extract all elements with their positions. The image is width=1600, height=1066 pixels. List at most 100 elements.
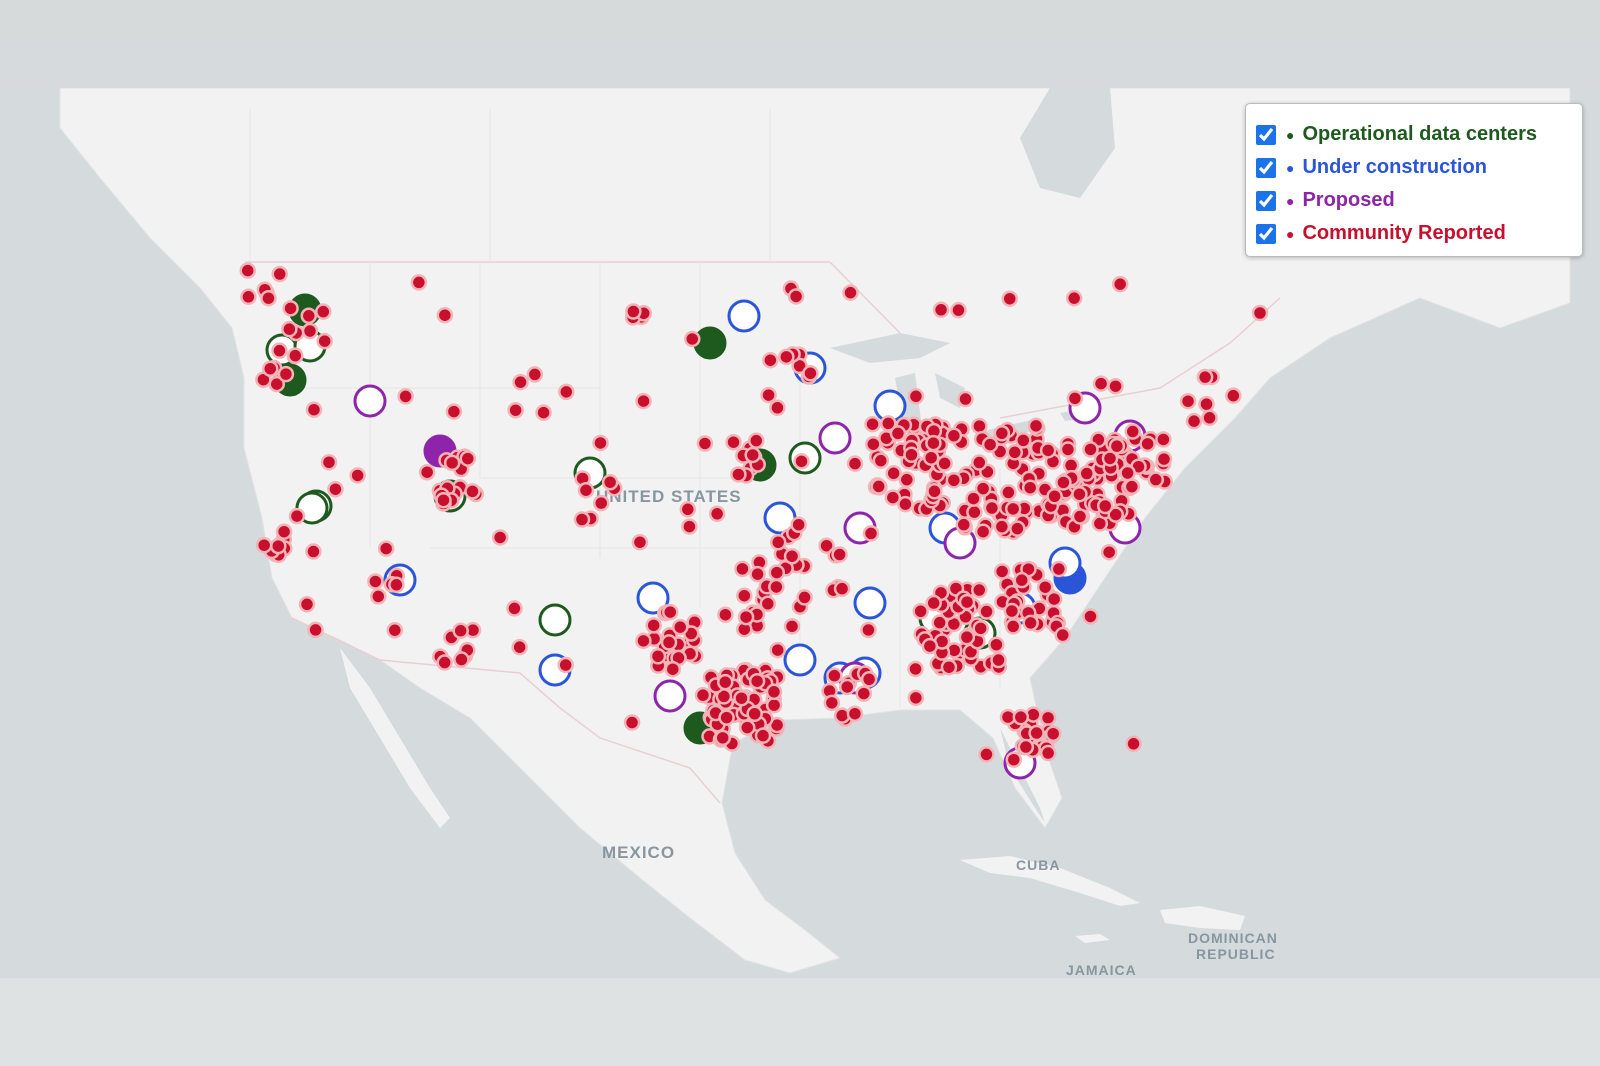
marker[interactable] — [491, 529, 509, 546]
marker[interactable] — [978, 746, 995, 763]
marker[interactable] — [1101, 450, 1119, 467]
marker[interactable] — [239, 262, 256, 279]
marker[interactable] — [1022, 614, 1039, 632]
marker[interactable] — [971, 454, 988, 471]
legend-item[interactable]: ● Operational data centers — [1256, 118, 1572, 151]
marker[interactable] — [746, 705, 763, 722]
marker[interactable] — [592, 494, 610, 512]
marker[interactable] — [282, 300, 299, 317]
marker[interactable] — [681, 518, 698, 535]
marker[interactable] — [1012, 708, 1030, 726]
marker[interactable] — [921, 637, 939, 655]
marker[interactable] — [625, 303, 642, 320]
marker[interactable] — [1027, 417, 1045, 435]
marker[interactable] — [884, 489, 902, 506]
marker[interactable] — [940, 658, 958, 676]
marker[interactable] — [435, 491, 452, 509]
marker[interactable] — [1155, 450, 1173, 468]
legend-item[interactable]: ● Under construction — [1256, 151, 1572, 184]
marker[interactable] — [1082, 608, 1099, 625]
marker[interactable] — [255, 536, 273, 554]
marker[interactable] — [662, 603, 679, 621]
marker[interactable] — [790, 516, 807, 533]
marker[interactable] — [281, 320, 298, 338]
marker[interactable] — [367, 573, 384, 590]
marker[interactable] — [300, 307, 318, 325]
marker[interactable] — [748, 432, 765, 449]
marker[interactable] — [386, 621, 404, 639]
marker[interactable] — [993, 425, 1011, 442]
marker[interactable] — [307, 621, 324, 639]
marker[interactable] — [993, 518, 1011, 535]
marker[interactable] — [1196, 368, 1214, 386]
marker[interactable] — [623, 714, 641, 731]
marker[interactable] — [558, 383, 575, 401]
marker[interactable] — [526, 366, 544, 383]
marker[interactable] — [833, 580, 851, 597]
marker[interactable] — [1015, 432, 1032, 449]
legend-checkbox[interactable] — [1256, 223, 1276, 244]
marker[interactable] — [1009, 520, 1026, 537]
marker[interactable] — [1078, 465, 1096, 482]
marker[interactable] — [872, 452, 890, 469]
marker[interactable] — [860, 621, 877, 639]
marker[interactable] — [635, 392, 652, 410]
marker[interactable] — [925, 594, 942, 612]
marker[interactable] — [443, 454, 461, 472]
marker[interactable] — [1201, 409, 1218, 427]
marker[interactable] — [760, 386, 777, 404]
marker[interactable] — [452, 622, 469, 640]
marker[interactable] — [370, 588, 387, 605]
marker[interactable] — [733, 689, 750, 707]
marker[interactable] — [511, 638, 528, 656]
marker[interactable] — [974, 480, 992, 497]
marker[interactable] — [1005, 751, 1023, 768]
marker[interactable] — [1021, 479, 1039, 496]
marker-ring[interactable] — [653, 679, 687, 713]
marker[interactable] — [694, 686, 712, 704]
marker[interactable] — [535, 404, 552, 421]
marker[interactable] — [270, 537, 287, 555]
marker[interactable] — [660, 634, 678, 651]
marker[interactable] — [671, 618, 689, 636]
marker[interactable] — [305, 543, 322, 560]
marker[interactable] — [679, 501, 697, 518]
marker[interactable] — [972, 620, 989, 637]
marker[interactable] — [714, 729, 731, 747]
marker[interactable] — [459, 450, 477, 467]
marker[interactable] — [301, 322, 319, 340]
marker[interactable] — [1066, 390, 1084, 407]
marker[interactable] — [349, 467, 366, 484]
marker[interactable] — [1147, 471, 1165, 488]
marker[interactable] — [865, 435, 882, 453]
marker[interactable] — [846, 455, 864, 472]
marker[interactable] — [1044, 725, 1062, 742]
marker[interactable] — [1045, 590, 1063, 608]
marker[interactable] — [315, 303, 332, 320]
marker[interactable] — [288, 507, 306, 525]
marker[interactable] — [958, 593, 976, 611]
marker[interactable] — [769, 399, 786, 417]
marker[interactable] — [557, 656, 574, 674]
marker-ring[interactable] — [853, 586, 887, 620]
marker-ring[interactable] — [783, 643, 817, 677]
marker[interactable] — [512, 373, 529, 391]
marker[interactable] — [950, 301, 967, 319]
marker[interactable] — [271, 265, 289, 283]
marker[interactable] — [931, 614, 948, 631]
marker[interactable] — [885, 465, 902, 482]
marker[interactable] — [988, 636, 1005, 653]
marker[interactable] — [958, 628, 976, 646]
marker[interactable] — [983, 499, 1001, 517]
marker[interactable] — [717, 606, 734, 623]
marker[interactable] — [926, 483, 943, 500]
marker[interactable] — [316, 332, 333, 350]
marker[interactable] — [240, 288, 257, 306]
marker[interactable] — [736, 587, 753, 604]
marker[interactable] — [734, 560, 751, 578]
marker[interactable] — [974, 523, 992, 540]
marker[interactable] — [955, 516, 973, 533]
legend-checkbox[interactable] — [1256, 190, 1276, 211]
marker[interactable] — [966, 503, 983, 521]
marker[interactable] — [1055, 474, 1072, 491]
